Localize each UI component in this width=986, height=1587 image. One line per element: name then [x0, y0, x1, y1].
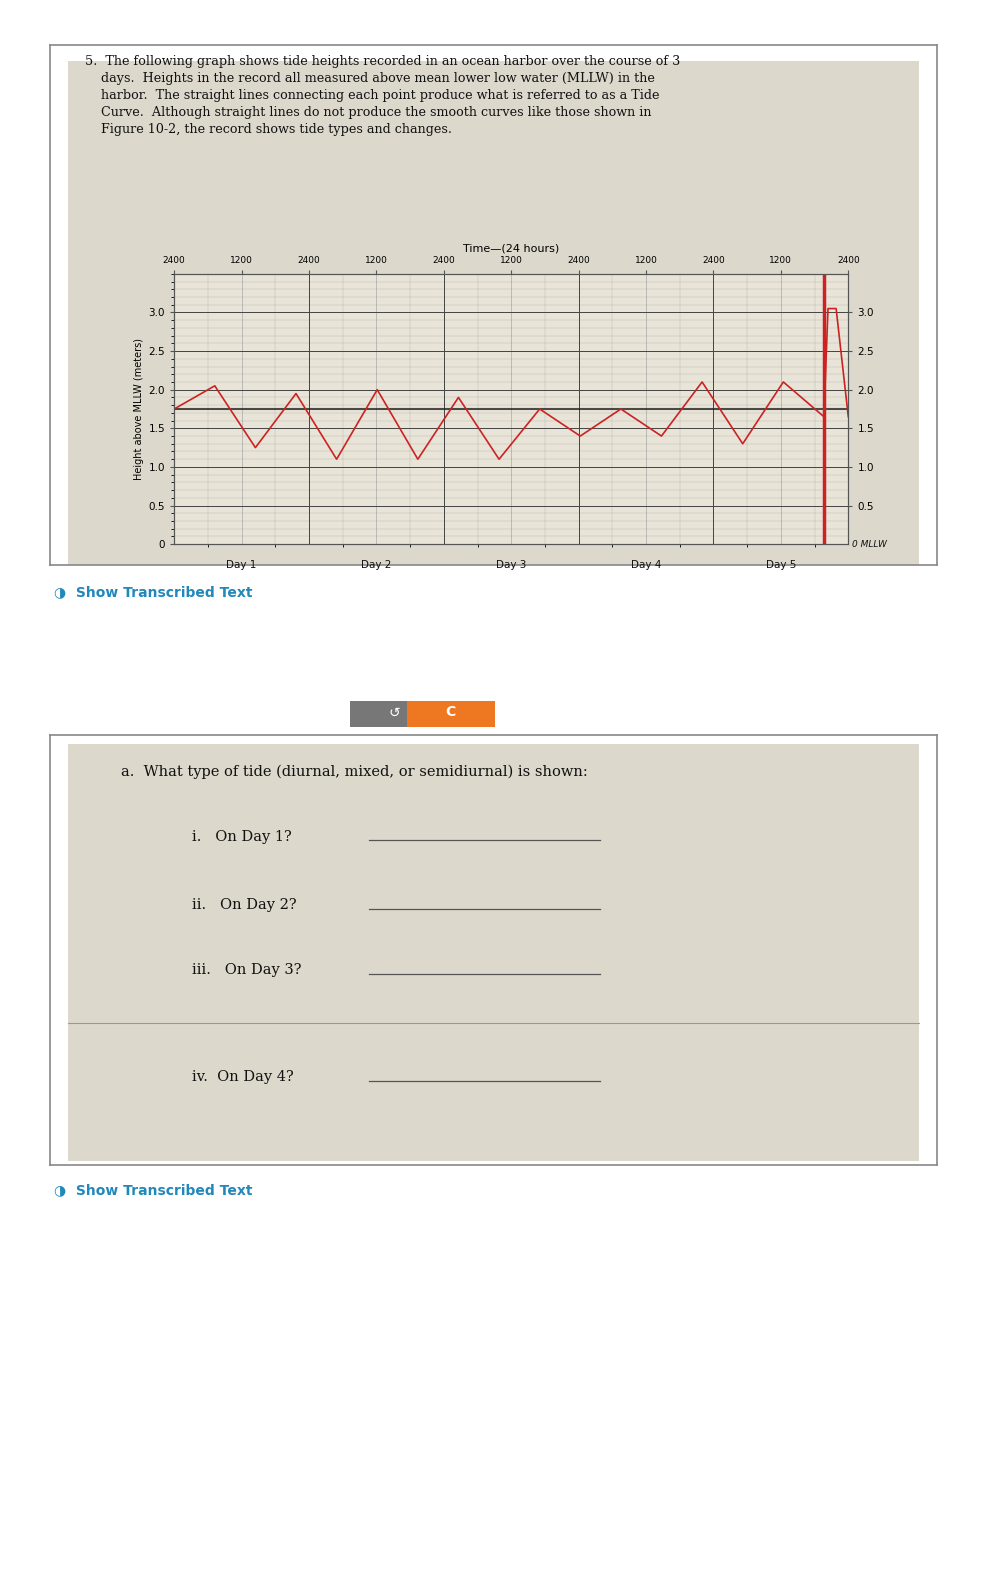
Text: iv.  On Day 4?: iv. On Day 4?	[191, 1070, 294, 1084]
Y-axis label: Height above MLLW (meters): Height above MLLW (meters)	[134, 338, 144, 479]
Text: Day 3: Day 3	[496, 560, 526, 570]
Text: ↺: ↺	[388, 51, 400, 65]
Text: 0 MLLW: 0 MLLW	[851, 540, 885, 549]
Text: Day 5: Day 5	[765, 560, 796, 570]
Text: C: C	[445, 706, 455, 719]
Text: ◑  Show Transcribed Text: ◑ Show Transcribed Text	[54, 1182, 252, 1197]
FancyBboxPatch shape	[350, 46, 438, 71]
Text: ↺: ↺	[388, 706, 400, 719]
Text: Day 1: Day 1	[226, 560, 256, 570]
Text: i.   On Day 1?: i. On Day 1?	[191, 830, 292, 844]
Text: Day 2: Day 2	[361, 560, 391, 570]
FancyBboxPatch shape	[406, 46, 494, 71]
FancyBboxPatch shape	[406, 701, 494, 727]
Text: ii.   On Day 2?: ii. On Day 2?	[191, 898, 296, 913]
Text: a.  What type of tide (diurnal, mixed, or semidiurnal) is shown:: a. What type of tide (diurnal, mixed, or…	[121, 765, 587, 779]
Text: iii.   On Day 3?: iii. On Day 3?	[191, 963, 301, 978]
FancyBboxPatch shape	[350, 701, 438, 727]
Text: Day 4: Day 4	[630, 560, 661, 570]
FancyBboxPatch shape	[68, 744, 918, 1160]
Text: C: C	[445, 51, 455, 65]
Text: ◑  Show Transcribed Text: ◑ Show Transcribed Text	[54, 586, 252, 600]
Text: 5.  The following graph shows tide heights recorded in an ocean harbor over the : 5. The following graph shows tide height…	[86, 56, 680, 136]
FancyBboxPatch shape	[68, 60, 918, 565]
X-axis label: Time—(24 hours): Time—(24 hours)	[462, 244, 559, 254]
